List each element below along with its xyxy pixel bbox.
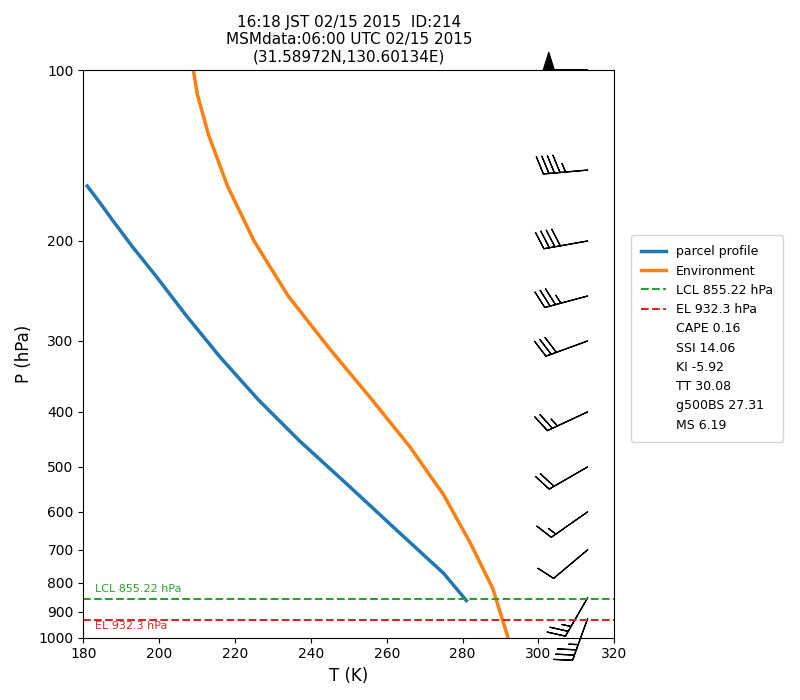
X-axis label: T (K): T (K) bbox=[329, 667, 369, 685]
Text: LCL 855.22 hPa: LCL 855.22 hPa bbox=[94, 584, 182, 594]
Title: 16:18 JST 02/15 2015  ID:214
MSMdata:06:00 UTC 02/15 2015
(31.58972N,130.60134E): 16:18 JST 02/15 2015 ID:214 MSMdata:06:0… bbox=[226, 15, 472, 65]
Y-axis label: P (hPa): P (hPa) bbox=[15, 325, 33, 383]
Legend: parcel profile, Environment, LCL 855.22 hPa, EL 932.3 hPa, CAPE 0.16, SSI 14.06,: parcel profile, Environment, LCL 855.22 … bbox=[631, 235, 783, 442]
Text: EL 932.3 hPa: EL 932.3 hPa bbox=[94, 621, 167, 631]
